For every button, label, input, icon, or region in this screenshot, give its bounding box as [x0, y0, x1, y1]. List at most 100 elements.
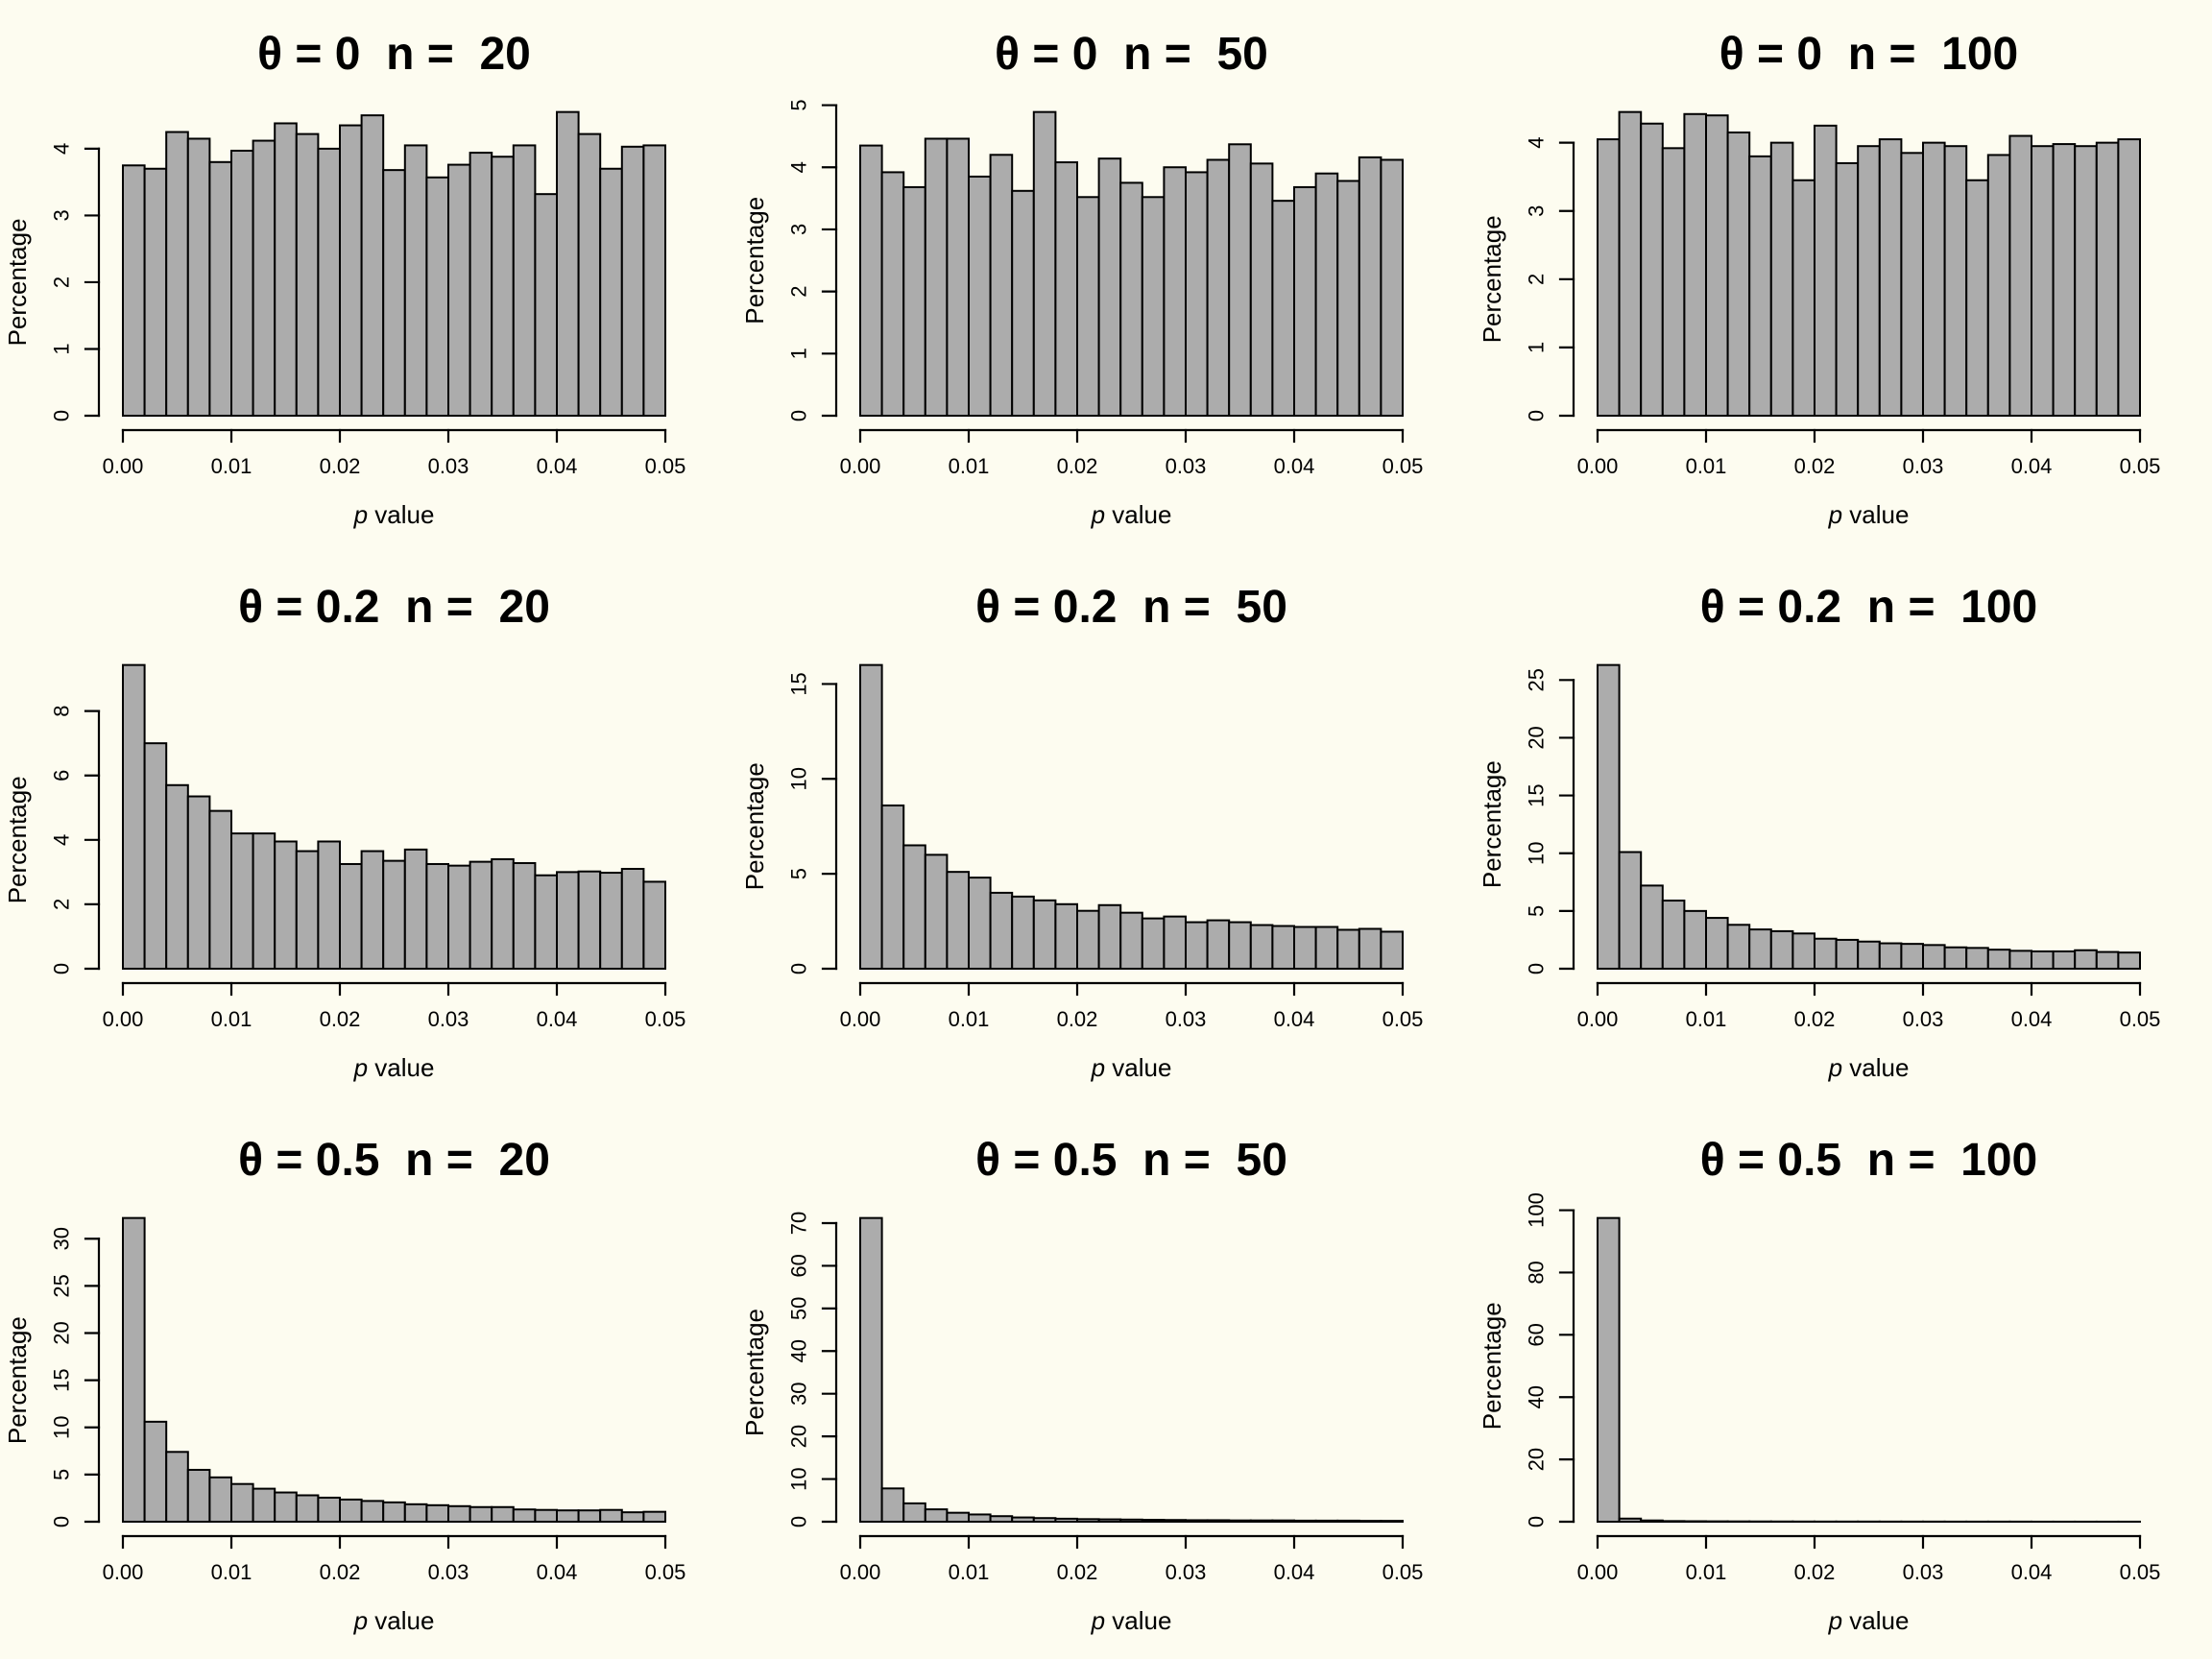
histogram-bar	[989, 1515, 1014, 1524]
x-tick-label: 0.05	[645, 1560, 686, 1584]
histogram-bar	[1271, 925, 1296, 971]
y-tick-label: 3	[787, 224, 811, 235]
x-tick-label: 0.02	[320, 1560, 361, 1584]
histogram-bar	[1185, 171, 1209, 417]
histogram-bar	[512, 861, 537, 970]
histogram-bar	[2008, 950, 2033, 970]
histogram-bar	[599, 872, 623, 970]
histogram-bar	[1705, 114, 1729, 418]
histogram-bar	[1076, 909, 1100, 971]
y-tick-label: 6	[50, 770, 74, 781]
x-tick-label: 0.00	[1577, 1007, 1619, 1031]
x-tick-label: 0.01	[1686, 1007, 1727, 1031]
histogram-bar	[642, 1510, 667, 1523]
x-tick-label: 0.00	[840, 1007, 881, 1031]
y-tick-label: 5	[787, 99, 811, 110]
histogram-bar	[1358, 927, 1382, 971]
x-tick-label: 0.02	[1057, 1007, 1098, 1031]
histogram-bar	[620, 1511, 645, 1523]
histogram-bar	[1206, 158, 1231, 417]
y-tick-label: 4	[1525, 137, 1549, 149]
x-tick-label: 0.04	[537, 1560, 578, 1584]
histogram-bar	[1141, 196, 1166, 417]
y-tick-label: 20	[1525, 1448, 1549, 1471]
histogram-svg: θ = 0.5 n = 50 0 10 20 30 40 50 60 70 Percentage 0…	[740, 1135, 1423, 1635]
histogram-bar	[1249, 162, 1274, 417]
histogram-bar	[2074, 949, 2098, 970]
histogram-bar	[2095, 950, 2120, 970]
histogram-bar	[968, 175, 992, 417]
histogram-bar	[143, 167, 168, 417]
histogram-bar	[165, 1451, 189, 1523]
x-tick-label: 0.05	[1382, 454, 1424, 478]
histogram-bar	[2117, 951, 2142, 971]
histogram-svg: θ = 0.2 n = 20 0 2 4 6 8 Percentage 0.00 0.01 0.0…	[3, 582, 685, 1082]
y-tick-label: 10	[1525, 841, 1549, 864]
x-tick-label: 0.05	[2120, 454, 2161, 478]
histogram-bar	[1640, 1519, 1664, 1524]
x-tick-label: 0.04	[537, 454, 578, 478]
histogram-svg: θ = 0 n = 50 0 1 2 3 4 5 Percentage 0.00 0.01 0.02…	[740, 29, 1424, 529]
histogram-bar	[1597, 1216, 1621, 1524]
x-tick-label: 0.02	[1057, 454, 1098, 478]
histogram-panel-theta0-n100: θ = 0 n = 100 0 1 2 3 4 Percentage 0.00 0.01 0.02…	[1475, 0, 2212, 553]
histogram-bar	[1943, 145, 1968, 417]
histogram-bar	[143, 1420, 168, 1523]
y-tick-label: 20	[50, 1321, 74, 1344]
y-tick-label: 3	[50, 209, 74, 221]
histogram-bar	[1011, 189, 1035, 417]
x-tick-label: 0.01	[949, 454, 990, 478]
y-tick-label: 2	[787, 285, 811, 297]
histogram-bar	[902, 844, 926, 971]
x-axis-title: p value	[1828, 1053, 1910, 1082]
histogram-bar	[1011, 895, 1035, 970]
histogram-bar	[1922, 944, 1946, 970]
histogram-panel-theta0-n20: θ = 0 n = 20 0 1 2 3 4 Percentage 0.00 0.01 0.02 0…	[0, 0, 737, 553]
y-tick-label: 1	[1525, 342, 1549, 353]
y-tick-label: 20	[1525, 726, 1549, 749]
histogram-bar	[1358, 1520, 1382, 1523]
histogram-bar	[1097, 903, 1122, 970]
histogram-bar	[556, 1509, 580, 1523]
histogram-bar	[859, 1216, 883, 1524]
histogram-svg: θ = 0.5 n = 20 0 5 10 15 20 25 30 Percentage 0.00…	[3, 1135, 686, 1635]
histogram-bar	[274, 1491, 298, 1524]
histogram-bar	[425, 862, 449, 970]
histogram-bar	[1054, 1517, 1078, 1524]
histogram-bar	[1228, 1519, 1252, 1524]
x-tick-label: 0.05	[2120, 1560, 2161, 1584]
histogram-bar	[1314, 1519, 1339, 1524]
x-tick-label: 0.00	[840, 454, 881, 478]
histogram-panel-theta02-n100: θ = 0.2 n = 100 0 5 10 15 20 25 Percentage 0.00 0…	[1475, 553, 2212, 1106]
y-tick-label: 0	[50, 1516, 74, 1527]
histogram-bar	[1900, 152, 1924, 417]
x-tick-label: 0.01	[949, 1560, 990, 1584]
histogram-bar	[1900, 943, 1924, 971]
y-tick-label: 3	[1525, 205, 1549, 217]
histogram-bar	[556, 110, 580, 418]
x-axis-title: p value	[1091, 1606, 1172, 1635]
histogram-bar	[469, 860, 493, 970]
histogram-bar	[1640, 884, 1664, 970]
panel-title: θ = 0 n = 50	[995, 29, 1268, 80]
x-tick-label: 0.04	[1274, 1560, 1315, 1584]
histogram-bar	[469, 152, 493, 417]
histogram-bar	[924, 137, 949, 417]
histogram-bar	[186, 795, 211, 970]
histogram-bar	[1922, 141, 1946, 417]
histogram-bar	[447, 1504, 471, 1524]
histogram-svg: θ = 0 n = 100 0 1 2 3 4 Percentage 0.00 0.01 0.02…	[1478, 29, 2161, 529]
histogram-bar	[1141, 1519, 1166, 1523]
y-tick-label: 40	[787, 1339, 811, 1362]
histogram-bar	[1380, 930, 1405, 971]
y-tick-label: 2	[50, 276, 74, 288]
y-tick-label: 5	[787, 868, 811, 879]
panel-title: θ = 0 n = 20	[257, 29, 531, 80]
x-tick-label: 0.00	[103, 454, 144, 478]
histogram-bar	[295, 1494, 320, 1523]
histogram-bar	[599, 167, 623, 417]
y-tick-label: 60	[787, 1254, 811, 1277]
histogram-bar	[1943, 946, 1968, 970]
y-tick-label: 0	[1525, 1516, 1549, 1527]
y-tick-label: 60	[1525, 1323, 1549, 1346]
